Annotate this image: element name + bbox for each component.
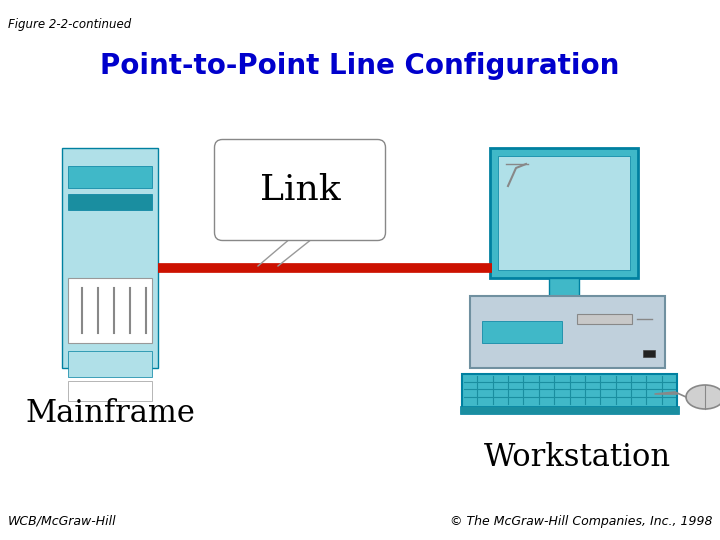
Text: WCB/McGraw-Hill: WCB/McGraw-Hill [8, 515, 117, 528]
Ellipse shape [686, 385, 720, 409]
Bar [62, 148, 158, 368]
FancyBboxPatch shape [215, 139, 385, 240]
Bar [68, 381, 152, 401]
Bar [643, 350, 655, 357]
Text: Mainframe: Mainframe [25, 398, 195, 429]
Text: Link: Link [260, 173, 341, 207]
Text: © The McGraw-Hill Companies, Inc., 1998: © The McGraw-Hill Companies, Inc., 1998 [449, 515, 712, 528]
Bar [577, 314, 632, 324]
Bar [68, 194, 152, 210]
Bar [482, 321, 562, 343]
Bar [490, 148, 638, 278]
Bar [470, 296, 665, 368]
Bar [68, 351, 152, 377]
Text: Workstation: Workstation [484, 442, 671, 473]
Text: Point-to-Point Line Configuration: Point-to-Point Line Configuration [100, 52, 620, 80]
Bar [498, 156, 630, 270]
Bar [460, 406, 679, 414]
Bar [68, 166, 152, 188]
Bar [68, 278, 152, 343]
Bar [549, 278, 579, 296]
Text: Figure 2-2-continued: Figure 2-2-continued [8, 18, 131, 31]
Bar [462, 374, 677, 412]
